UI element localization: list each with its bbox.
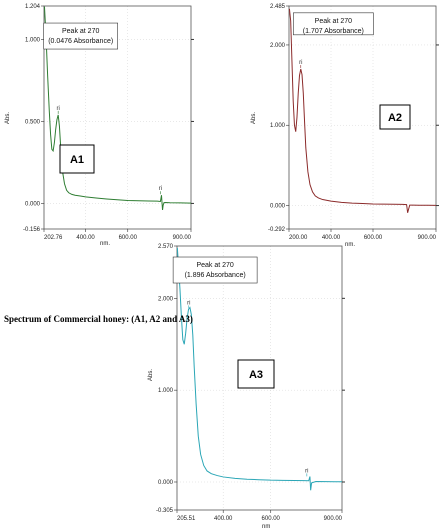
panel-tag-a2: A2 [379, 104, 411, 130]
y-tick-label-a1: 1.204 [25, 4, 41, 10]
x-tick-label-a3: 600.00 [262, 516, 281, 522]
peak-marker-label-a1: ri [159, 186, 162, 192]
x-axis-label-a1: nm. [100, 241, 110, 247]
x-tick-label-a3: 900.00 [324, 516, 343, 522]
y-tick-label-a1: -0.156 [23, 227, 41, 233]
plot-frame-a2 [288, 5, 437, 230]
y-tick-label-a3: 1.000 [158, 388, 174, 394]
y-tick-label-a3: 2.570 [158, 244, 174, 250]
y-tick-label-a2: 2.000 [270, 43, 286, 49]
y-tick-label-a2: 2.485 [270, 4, 286, 10]
y-tick-label-a2: 0.000 [270, 204, 286, 210]
y-axis-label-a1: Abs. [5, 112, 11, 124]
x-tick-label-a1: 400.00 [76, 235, 95, 241]
x-tick-label-a2: 900.00 [418, 235, 437, 241]
panel-tag-text-a2: A2 [388, 112, 402, 124]
plot-frame-a3 [176, 245, 343, 511]
peak-callout-a2: Peak at 270 (1.707 Absorbance) [293, 12, 374, 36]
y-tick-label-a2: 1.000 [270, 123, 286, 129]
plot-frame-a1 [43, 5, 192, 230]
callout-line-1-a1: Peak at 270 [62, 28, 99, 35]
y-axis-label-a3: Abs. [148, 369, 154, 381]
panel-tag-text-a1: A1 [70, 154, 84, 166]
callout-line-2-a1: (0.0476 Absorbance) [48, 38, 113, 45]
y-tick-label-a3: 0.000 [158, 480, 174, 486]
y-axis-label-a2: Abs. [251, 112, 257, 124]
peak-marker-label-a1: ri [57, 106, 60, 112]
figure-caption: Spectrum of Commercial honey: (A1, A2 an… [4, 314, 193, 324]
x-tick-label-a1: 202.76 [44, 235, 63, 241]
x-tick-label-a3: 400.00 [214, 516, 233, 522]
peak-marker-label-a3: ri [187, 300, 190, 306]
y-tick-label-a1: 0.500 [25, 119, 41, 125]
panel-a1: -0.156 0.000 0.500 1.000 1.204 202.76 400.00 6… [5, 4, 194, 247]
callout-line-1-a2: Peak at 270 [315, 18, 352, 25]
x-axis-label-a2: nm. [345, 242, 355, 248]
callout-line-1-a3: Peak at 270 [196, 262, 233, 269]
panel-a3: -0.305 0.000 1.000 2.000 2.570 205.51 400.00 6… [148, 244, 345, 530]
y-tick-label-a2: -0.292 [268, 227, 286, 233]
callout-line-2-a2: (1.707 Absorbance) [303, 28, 364, 35]
x-tick-label-a2: 400.00 [322, 235, 341, 241]
spectrum-line-a2 [288, 8, 437, 213]
peak-marker-label-a2: ri [299, 60, 302, 66]
y-tick-label-a3: 2.000 [158, 296, 174, 302]
y-tick-label-a3: -0.305 [156, 508, 174, 514]
panel-tag-a3: A3 [237, 359, 275, 389]
x-tick-label-a2: 200.00 [289, 235, 308, 241]
x-tick-label-a1: 600.00 [119, 235, 138, 241]
y-tick-label-a1: 0.000 [25, 201, 41, 207]
x-tick-label-a2: 600.00 [364, 235, 383, 241]
spectrum-line-a3 [176, 247, 343, 491]
y-tick-label-a1: 1.000 [25, 37, 41, 43]
spectrum-line-a1 [43, 6, 192, 211]
x-axis-label-a3: nm [262, 524, 270, 530]
x-tick-label-a3: 205.51 [177, 516, 196, 522]
peak-marker-label-a3: ri [305, 468, 308, 474]
panel-tag-text-a3: A3 [249, 369, 263, 381]
peak-callout-a1: Peak at 270 (0.0476 Absorbance) [43, 22, 119, 50]
x-tick-label-a1: 900.00 [173, 235, 192, 241]
panel-tag-a1: A1 [59, 144, 95, 174]
panel-a2: -0.292 0.000 1.000 2.000 2.485 200.00 400.00 6… [251, 4, 439, 248]
callout-line-2-a3: (1.896 Absorbance) [185, 272, 246, 279]
peak-callout-a3: Peak at 270 (1.896 Absorbance) [172, 256, 258, 284]
